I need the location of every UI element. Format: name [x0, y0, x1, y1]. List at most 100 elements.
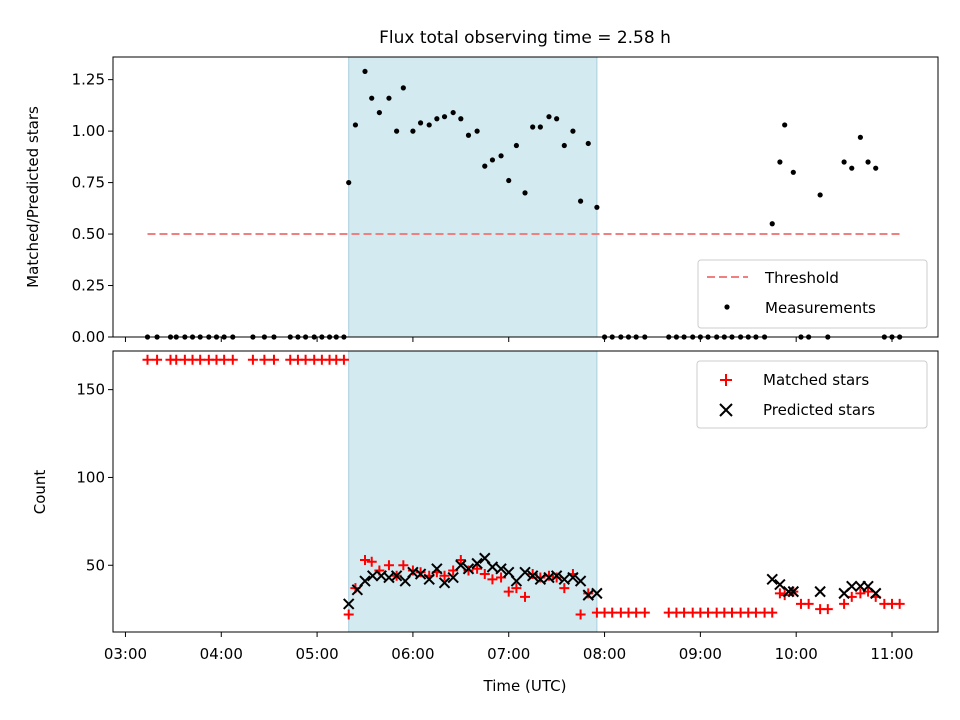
matched-star-point: [171, 354, 182, 365]
figure-title: Flux total observing time = 2.58 h: [379, 28, 671, 48]
measurement-point: [426, 122, 432, 128]
count-shaded-band: [348, 350, 598, 633]
measurement-point: [417, 120, 424, 126]
measurement-point: [441, 114, 448, 120]
ratio-x-ticks: [124, 337, 893, 342]
ratio-panel: 0.00 0.25 0.50 0.75 1.00 1.25 Matched/Predict…: [24, 56, 939, 346]
matched-star-point: [839, 598, 850, 609]
matched-star-point: [360, 554, 371, 565]
predicted-star-point: [447, 571, 459, 584]
predicted-star-point: [574, 575, 587, 587]
x-tick-label: 09:00: [679, 645, 722, 663]
measurement-point: [458, 116, 464, 122]
predicted-star-point: [582, 589, 594, 601]
matched-star-point: [520, 591, 531, 602]
matched-star-point: [803, 598, 814, 609]
ratio-plot-frame: [112, 56, 939, 338]
matched-star-point: [503, 586, 514, 597]
count-series: [142, 354, 905, 620]
predicted-star-point: [870, 587, 882, 600]
measurement-point: [489, 157, 496, 163]
measurement-point: [450, 109, 456, 116]
matched-star-point: [300, 354, 311, 365]
measurement-point: [769, 221, 775, 227]
measurement-point: [376, 109, 382, 116]
matched-star-point: [639, 607, 650, 618]
measurement-point: [386, 95, 392, 101]
predicted-star-point: [567, 571, 579, 584]
predicted-star-point: [519, 566, 531, 578]
matched-star-point: [774, 588, 785, 599]
ratio-shaded-band: [348, 56, 598, 338]
measurement-point: [498, 153, 504, 159]
ratio-y-tick-label: 1.00: [72, 122, 105, 140]
predicted-star-point: [814, 585, 826, 598]
legend-measurements-swatch: [724, 304, 730, 310]
x-tick-label: 07:00: [487, 645, 530, 663]
matched-star-point: [343, 609, 354, 620]
predicted-star-point: [455, 559, 467, 571]
count-y-axis: 50 100 150: [76, 381, 113, 574]
matched-star-point: [487, 574, 498, 585]
legend-predicted-label: Predicted stars: [763, 401, 875, 419]
matched-star-point: [268, 354, 279, 365]
matched-star-point: [679, 607, 690, 618]
matched-star-point: [338, 354, 349, 365]
ratio-y-tick-label: 0.00: [72, 328, 105, 346]
count-y-tick-label: 100: [76, 468, 105, 486]
matched-star-point: [366, 556, 377, 567]
x-tick-label: 06:00: [391, 645, 434, 663]
measurement-point: [513, 142, 519, 149]
predicted-star-point: [438, 577, 451, 589]
measurement-point: [857, 134, 863, 140]
predicted-star-point: [495, 563, 507, 575]
legend-threshold-label: Threshold: [764, 269, 839, 287]
ratio-y-label: Matched/Predicted stars: [24, 106, 42, 288]
legend-predicted-swatch: [719, 403, 733, 417]
matched-star-point: [583, 588, 594, 599]
predicted-star-point: [471, 557, 483, 570]
measurement-point: [465, 132, 472, 138]
matched-star-point: [142, 354, 153, 365]
ratio-legend-box: [697, 259, 928, 329]
matched-star-point: [575, 609, 586, 620]
matched-star-point: [551, 572, 562, 583]
count-y-tick-label: 50: [86, 556, 105, 574]
ratio-y-axis: 0.00 0.25 0.50 0.75 1.00 1.25: [72, 71, 113, 346]
predicted-star-point: [414, 568, 427, 580]
matched-star-point: [152, 354, 163, 365]
measurement-point: [530, 124, 536, 130]
predicted-star-point: [462, 563, 475, 575]
measurement-point: [585, 140, 591, 147]
matched-star-point: [247, 354, 258, 365]
matched-star-point: [227, 354, 238, 365]
measurement-point: [400, 85, 406, 91]
matched-star-point: [415, 567, 426, 578]
x-tick-label: 10:00: [775, 645, 818, 663]
measurement-point: [522, 190, 528, 196]
measurement-point: [554, 116, 560, 122]
ratio-y-tick-label: 1.25: [72, 71, 105, 89]
matched-star-point: [511, 583, 522, 594]
predicted-star-point: [766, 573, 778, 586]
matched-star-point: [855, 588, 866, 599]
predicted-star-point: [550, 570, 563, 582]
predicted-star-point: [343, 598, 355, 610]
predicted-star-point: [782, 585, 795, 598]
predicted-star-point: [774, 578, 786, 591]
matched-star-point: [750, 607, 761, 618]
predicted-star-point: [423, 573, 435, 586]
measurement-point: [434, 116, 440, 122]
measurement-point: [346, 179, 352, 186]
predicted-star-point: [787, 585, 800, 598]
legend-measurements-label: Measurements: [765, 299, 876, 317]
measurement-point: [865, 159, 871, 165]
measurement-point: [537, 124, 543, 130]
measurement-point: [410, 128, 416, 134]
measurement-point: [790, 169, 796, 175]
measurement-point: [577, 198, 584, 204]
matched-star-point: [259, 354, 270, 365]
count-plot-frame: [112, 350, 939, 633]
